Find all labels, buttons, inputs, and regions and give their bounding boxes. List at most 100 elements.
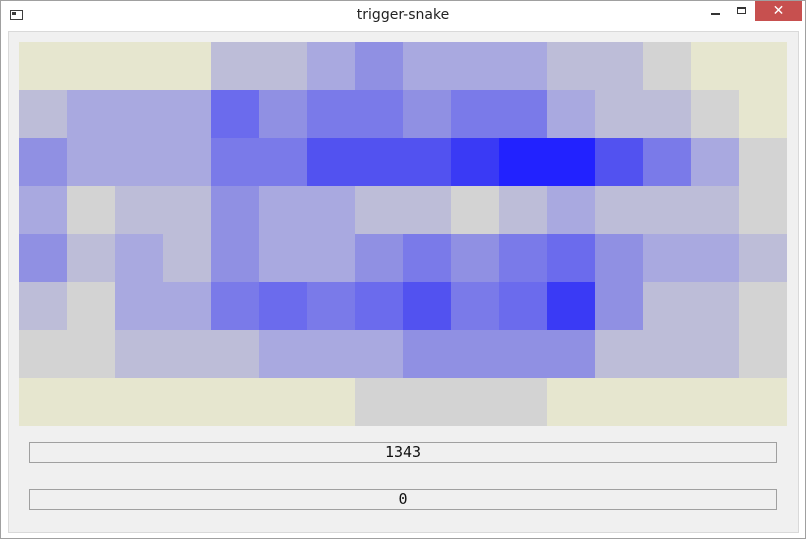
grid-cell bbox=[163, 90, 211, 138]
grid-cell bbox=[643, 378, 691, 426]
grid-cell bbox=[739, 90, 787, 138]
title-bar[interactable]: trigger-snake ✕ bbox=[1, 1, 805, 31]
grid-cell bbox=[643, 42, 691, 90]
grid-cell bbox=[739, 378, 787, 426]
grid-cell bbox=[403, 42, 451, 90]
grid-cell bbox=[163, 282, 211, 330]
grid-cell bbox=[739, 138, 787, 186]
grid-cell bbox=[547, 138, 595, 186]
grid-cell bbox=[451, 42, 499, 90]
grid-cell bbox=[547, 90, 595, 138]
grid-cell bbox=[499, 90, 547, 138]
grid-cell bbox=[163, 42, 211, 90]
grid-cell bbox=[739, 234, 787, 282]
grid-cell bbox=[547, 282, 595, 330]
grid-cell bbox=[595, 42, 643, 90]
grid-cell bbox=[643, 234, 691, 282]
grid-cell bbox=[211, 90, 259, 138]
grid-cell bbox=[643, 138, 691, 186]
grid-cell bbox=[499, 186, 547, 234]
grid-cell bbox=[403, 90, 451, 138]
grid-cell bbox=[259, 186, 307, 234]
grid-cell bbox=[691, 330, 739, 378]
grid-cell bbox=[259, 234, 307, 282]
grid-cell bbox=[499, 234, 547, 282]
grid-cell bbox=[211, 186, 259, 234]
grid-cell bbox=[595, 138, 643, 186]
grid-cell bbox=[307, 378, 355, 426]
grid-cell bbox=[451, 282, 499, 330]
grid-cell bbox=[67, 90, 115, 138]
grid-cell bbox=[403, 330, 451, 378]
grid-cell bbox=[115, 42, 163, 90]
grid-cell bbox=[115, 234, 163, 282]
grid-cell bbox=[67, 234, 115, 282]
grid-cell bbox=[67, 138, 115, 186]
grid-cell bbox=[451, 330, 499, 378]
grid-cell bbox=[499, 42, 547, 90]
minimize-button[interactable] bbox=[701, 1, 728, 21]
grid-cell bbox=[115, 186, 163, 234]
grid-cell bbox=[355, 138, 403, 186]
grid-cell bbox=[499, 330, 547, 378]
grid-cell bbox=[115, 378, 163, 426]
grid-cell bbox=[595, 234, 643, 282]
grid-cell bbox=[643, 186, 691, 234]
grid-cell bbox=[691, 138, 739, 186]
grid-cell bbox=[19, 186, 67, 234]
grid-cell bbox=[211, 138, 259, 186]
lcd-display-1: 1343 bbox=[29, 442, 777, 463]
app-icon[interactable] bbox=[10, 10, 23, 20]
grid-cell bbox=[259, 42, 307, 90]
grid-cell bbox=[67, 330, 115, 378]
grid-cell bbox=[211, 282, 259, 330]
grid-cell bbox=[403, 186, 451, 234]
grid-cell bbox=[691, 186, 739, 234]
grid-cell bbox=[115, 138, 163, 186]
grid-cell bbox=[19, 330, 67, 378]
grid-cell bbox=[307, 234, 355, 282]
grid-cell bbox=[403, 378, 451, 426]
grid-cell bbox=[355, 330, 403, 378]
grid-cell bbox=[211, 378, 259, 426]
grid-cell bbox=[259, 282, 307, 330]
grid-cell bbox=[691, 90, 739, 138]
grid-cell bbox=[451, 90, 499, 138]
grid-cell bbox=[499, 282, 547, 330]
grid-cell bbox=[643, 330, 691, 378]
grid-cell bbox=[355, 378, 403, 426]
grid-cell bbox=[163, 330, 211, 378]
heatmap-grid bbox=[19, 42, 787, 426]
grid-cell bbox=[547, 330, 595, 378]
grid-cell bbox=[595, 186, 643, 234]
grid-cell bbox=[691, 42, 739, 90]
close-button[interactable]: ✕ bbox=[755, 1, 802, 21]
grid-cell bbox=[211, 330, 259, 378]
maximize-button[interactable] bbox=[728, 1, 755, 21]
grid-cell bbox=[163, 234, 211, 282]
grid-cell bbox=[595, 378, 643, 426]
grid-cell bbox=[67, 42, 115, 90]
grid-cell bbox=[19, 90, 67, 138]
grid-cell bbox=[403, 282, 451, 330]
grid-cell bbox=[259, 138, 307, 186]
grid-cell bbox=[259, 330, 307, 378]
grid-cell bbox=[307, 282, 355, 330]
grid-cell bbox=[307, 186, 355, 234]
grid-cell bbox=[499, 378, 547, 426]
grid-cell bbox=[115, 282, 163, 330]
grid-cell bbox=[403, 138, 451, 186]
grid-cell bbox=[115, 90, 163, 138]
grid-cell bbox=[67, 282, 115, 330]
grid-cell bbox=[643, 90, 691, 138]
grid-cell bbox=[355, 186, 403, 234]
grid-cell bbox=[355, 234, 403, 282]
grid-cell bbox=[547, 186, 595, 234]
grid-cell bbox=[307, 90, 355, 138]
lcd-display-2: 0 bbox=[29, 489, 777, 510]
grid-cell bbox=[19, 234, 67, 282]
grid-cell bbox=[19, 138, 67, 186]
grid-cell bbox=[403, 234, 451, 282]
grid-cell bbox=[163, 378, 211, 426]
grid-cell bbox=[643, 282, 691, 330]
